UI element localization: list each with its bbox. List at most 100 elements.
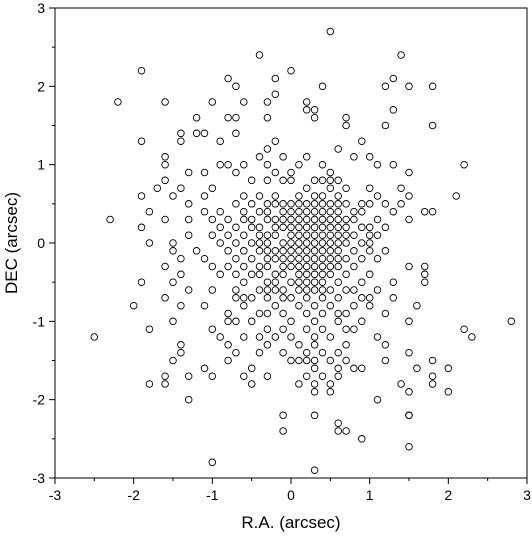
- data-point: [279, 411, 287, 420]
- data-point: [287, 207, 295, 216]
- data-point: [310, 247, 319, 255]
- data-point: [263, 145, 272, 153]
- data-point: [177, 184, 185, 192]
- data-point: [381, 247, 390, 255]
- data-point: [255, 239, 264, 247]
- data-point: [232, 348, 240, 357]
- data-point: [263, 372, 272, 380]
- data-point: [326, 215, 335, 224]
- data-point: [342, 254, 350, 263]
- data-point: [318, 223, 327, 232]
- data-point: [295, 262, 303, 271]
- data-point: [240, 215, 248, 224]
- data-point: [279, 325, 287, 333]
- data-point: [216, 137, 224, 145]
- data-point: [310, 215, 319, 224]
- data-point: [240, 294, 248, 302]
- data-point: [334, 176, 342, 185]
- data-point: [263, 286, 272, 294]
- data-point: [350, 262, 358, 271]
- data-point: [240, 98, 248, 106]
- data-point: [334, 231, 342, 239]
- data-point: [310, 278, 319, 286]
- data-point: [318, 231, 327, 239]
- data-point: [428, 380, 437, 388]
- data-point: [255, 309, 264, 318]
- data-point: [302, 215, 311, 224]
- data-point: [200, 192, 209, 200]
- data-point: [358, 137, 366, 145]
- data-point: [240, 262, 248, 271]
- data-point: [326, 168, 335, 177]
- data-point: [161, 98, 169, 106]
- data-point: [365, 239, 374, 247]
- data-point: [137, 278, 146, 286]
- data-point: [271, 247, 280, 255]
- data-point: [271, 168, 280, 177]
- data-point: [302, 254, 311, 263]
- data-point: [310, 231, 319, 239]
- data-point: [318, 309, 327, 318]
- data-point: [129, 301, 138, 310]
- data-point: [208, 325, 217, 333]
- data-point: [287, 176, 295, 185]
- data-point: [263, 113, 272, 122]
- data-point: [232, 223, 240, 232]
- data-point: [279, 247, 287, 255]
- data-point: [224, 247, 232, 255]
- data-point: [255, 51, 264, 59]
- data-point: [342, 184, 350, 192]
- data-point: [208, 262, 217, 271]
- data-point: [460, 325, 468, 333]
- data-point: [310, 364, 319, 373]
- data-point: [184, 231, 193, 239]
- data-point: [420, 270, 429, 279]
- data-point: [247, 176, 256, 185]
- data-point: [287, 231, 295, 239]
- data-point: [326, 247, 335, 255]
- data-point: [310, 341, 319, 349]
- data-point: [200, 168, 209, 177]
- data-point: [295, 231, 303, 239]
- data-point: [263, 176, 272, 185]
- data-point: [318, 192, 327, 200]
- data-point: [271, 200, 280, 208]
- plot-frame: [54, 7, 528, 479]
- data-point: [310, 239, 319, 247]
- data-point: [295, 301, 303, 310]
- data-point: [255, 286, 264, 294]
- data-point: [405, 411, 413, 420]
- data-point: [279, 200, 287, 208]
- data-point: [271, 286, 280, 294]
- data-point: [310, 200, 319, 208]
- data-point: [334, 200, 342, 208]
- data-point: [287, 239, 295, 247]
- data-point: [428, 82, 437, 91]
- data-point: [279, 176, 287, 185]
- data-point: [350, 286, 358, 294]
- data-point: [208, 184, 217, 192]
- data-point: [365, 200, 374, 208]
- data-point: [334, 247, 342, 255]
- data-point: [279, 294, 287, 302]
- data-point: [232, 254, 240, 263]
- data-point: [350, 207, 358, 216]
- data-point: [255, 333, 264, 341]
- data-point: [279, 270, 287, 279]
- data-point: [334, 309, 342, 318]
- data-point: [326, 301, 335, 310]
- data-point: [287, 317, 295, 326]
- data-point: [224, 317, 232, 326]
- data-point: [334, 192, 342, 200]
- data-point: [326, 207, 335, 216]
- data-point: [358, 254, 366, 263]
- data-point: [507, 317, 516, 326]
- data-point: [334, 239, 342, 247]
- data-point: [318, 262, 327, 271]
- data-point: [200, 254, 209, 263]
- data-point: [169, 192, 177, 200]
- y-tick-label: 2: [37, 78, 45, 94]
- x-tick-label: 3: [523, 487, 531, 503]
- data-point: [287, 223, 295, 232]
- data-point: [216, 270, 224, 279]
